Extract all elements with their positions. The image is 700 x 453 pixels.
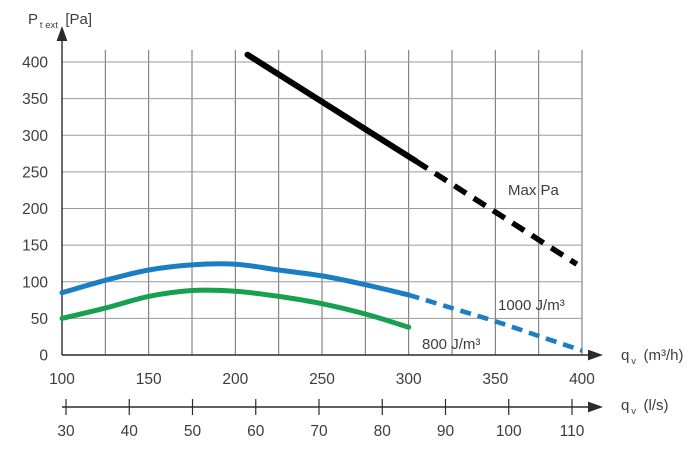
curves <box>59 51 583 353</box>
y-tick-label: 350 <box>22 91 48 108</box>
y-tick-label: 250 <box>22 164 48 181</box>
x-tick-label: 150 <box>136 371 162 388</box>
x-tick-label: 100 <box>49 371 75 388</box>
ls-tick-label: 90 <box>437 423 455 440</box>
curve-1000-j-m-solid <box>59 261 412 298</box>
grid <box>61 50 583 355</box>
ls-tick-label: 110 <box>560 423 585 440</box>
ls-tick-label: 40 <box>121 423 139 440</box>
y-tick-label: 50 <box>31 311 49 328</box>
x-tick-label: 200 <box>222 371 248 388</box>
x-tick-label: 400 <box>569 371 595 388</box>
x-axis-primary-title: q v (m³/h) <box>621 347 684 367</box>
y-tick-label: 100 <box>22 274 48 291</box>
axis-titles: P t ext [Pa] q v (m³/h) q v (l/s) <box>28 11 684 417</box>
ls-tick-label: 30 <box>57 423 75 440</box>
x-tick-label: 300 <box>396 371 422 388</box>
x-axis-arrow <box>588 349 603 361</box>
curve-max-pa-solid <box>244 51 419 164</box>
y-tick-label: 300 <box>22 128 48 145</box>
x-tick-label: 250 <box>309 371 335 388</box>
y-tick-label: 150 <box>22 238 48 255</box>
y-tick-label: 200 <box>22 201 48 218</box>
ls-axis-arrow <box>588 401 603 413</box>
curve-label-800-j-m3: 800 J/m³ <box>422 336 480 353</box>
curve-label-max-pa: Max Pa <box>508 182 560 199</box>
y-tick-label: 400 <box>22 55 48 72</box>
ls-tick-label: 100 <box>496 423 522 440</box>
ls-tick-label: 60 <box>247 423 265 440</box>
y-axis-title: P t ext [Pa] <box>28 11 92 31</box>
axes <box>56 26 603 415</box>
curve-max-pa-dashed <box>414 158 579 267</box>
y-axis-arrow <box>56 26 68 41</box>
curve-label-1000-j-m3: 1000 J/m³ <box>498 297 565 314</box>
y-tick-label: 0 <box>39 348 48 365</box>
x-tick-label: 350 <box>482 371 508 388</box>
curve-1000-j-m-dashed <box>408 292 583 353</box>
ls-tick-label: 70 <box>310 423 328 440</box>
ls-tick-label: 80 <box>374 423 392 440</box>
x-axis-secondary-title: q v (l/s) <box>621 397 669 417</box>
tick-labels: 0 50 100 150 200 250 300 350 400 100 150 200 250 300 3… <box>22 55 595 441</box>
curve-labels: Max Pa 1000 J/m³ 800 J/m³ <box>422 182 565 353</box>
curve-800-j-m-solid <box>59 287 412 330</box>
ls-tick-label: 50 <box>184 423 202 440</box>
